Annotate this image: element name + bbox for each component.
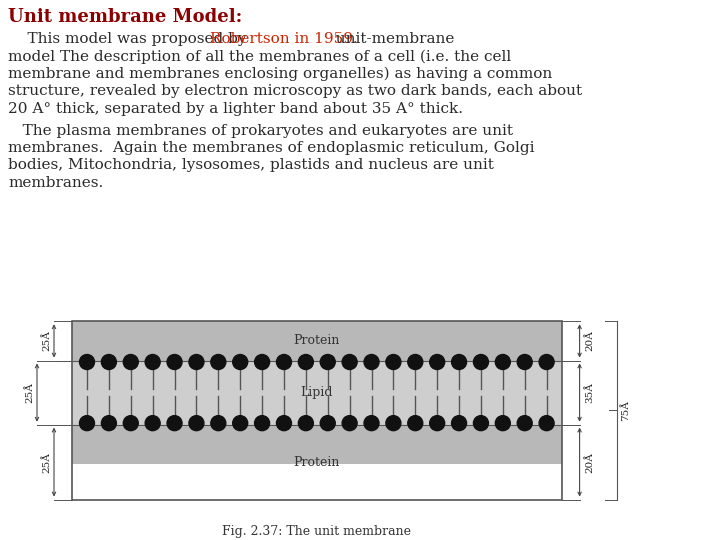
- Text: bodies, Mitochondria, lysosomes, plastids and nucleus are unit: bodies, Mitochondria, lysosomes, plastid…: [8, 159, 494, 172]
- Circle shape: [364, 416, 379, 431]
- Circle shape: [495, 354, 510, 369]
- Circle shape: [451, 354, 467, 369]
- Bar: [72, 424, 562, 464]
- Circle shape: [342, 354, 357, 369]
- Circle shape: [364, 354, 379, 369]
- Text: model The description of all the membranes of a cell (i.e. the cell: model The description of all the membran…: [8, 50, 511, 64]
- Circle shape: [145, 416, 160, 431]
- Text: 25Å: 25Å: [42, 451, 52, 472]
- Text: 25Å: 25Å: [42, 330, 52, 352]
- Circle shape: [517, 416, 532, 431]
- Text: This model was proposed by: This model was proposed by: [8, 32, 251, 46]
- Circle shape: [342, 416, 357, 431]
- Circle shape: [79, 354, 94, 369]
- Text: Lipid: Lipid: [300, 386, 333, 399]
- Circle shape: [320, 416, 336, 431]
- Text: membrane and membranes enclosing organelles) as having a common: membrane and membranes enclosing organel…: [8, 67, 552, 82]
- Circle shape: [123, 354, 138, 369]
- Circle shape: [102, 416, 117, 431]
- Circle shape: [167, 416, 182, 431]
- Circle shape: [102, 354, 117, 369]
- Circle shape: [539, 416, 554, 431]
- Circle shape: [233, 416, 248, 431]
- Circle shape: [233, 354, 248, 369]
- Text: Fig. 2.37: The unit membrane: Fig. 2.37: The unit membrane: [222, 524, 411, 537]
- Text: Unit membrane Model:: Unit membrane Model:: [8, 8, 242, 26]
- Text: 25Å: 25Å: [25, 382, 35, 403]
- Text: 20 A° thick, separated by a lighter band about 35 A° thick.: 20 A° thick, separated by a lighter band…: [8, 102, 463, 116]
- Text: 75Å: 75Å: [621, 400, 631, 421]
- Circle shape: [474, 354, 488, 369]
- Circle shape: [430, 354, 445, 369]
- Text: structure, revealed by electron microscopy as two dark bands, each about: structure, revealed by electron microsco…: [8, 84, 582, 98]
- Bar: [72, 361, 562, 424]
- Circle shape: [539, 354, 554, 369]
- Circle shape: [255, 416, 269, 431]
- Circle shape: [495, 416, 510, 431]
- Text: 20Å: 20Å: [585, 330, 595, 352]
- Circle shape: [189, 354, 204, 369]
- Circle shape: [211, 354, 226, 369]
- Circle shape: [320, 354, 336, 369]
- Circle shape: [276, 416, 292, 431]
- Circle shape: [298, 416, 313, 431]
- Circle shape: [145, 354, 160, 369]
- Text: membranes.: membranes.: [8, 176, 103, 190]
- Text: Protein: Protein: [294, 456, 340, 469]
- Text: The plasma membranes of prokaryotes and eukaryotes are unit: The plasma membranes of prokaryotes and …: [8, 124, 513, 138]
- Circle shape: [408, 354, 423, 369]
- Circle shape: [189, 416, 204, 431]
- Circle shape: [211, 416, 226, 431]
- Circle shape: [79, 416, 94, 431]
- Text: unit-membrane: unit-membrane: [326, 32, 455, 46]
- Circle shape: [517, 354, 532, 369]
- Text: 35Å: 35Å: [585, 382, 595, 403]
- Circle shape: [298, 354, 313, 369]
- Circle shape: [474, 416, 488, 431]
- Circle shape: [451, 416, 467, 431]
- Bar: [72, 321, 562, 361]
- Circle shape: [167, 354, 182, 369]
- Circle shape: [123, 416, 138, 431]
- Text: 20Å: 20Å: [585, 451, 595, 472]
- Text: membranes.  Again the membranes of endoplasmic reticulum, Golgi: membranes. Again the membranes of endopl…: [8, 141, 534, 155]
- Text: Robertson in 1959.: Robertson in 1959.: [210, 32, 357, 46]
- Circle shape: [386, 416, 401, 431]
- Bar: [72, 321, 562, 500]
- Circle shape: [430, 416, 445, 431]
- Circle shape: [255, 354, 269, 369]
- Circle shape: [408, 416, 423, 431]
- Circle shape: [276, 354, 292, 369]
- Text: Protein: Protein: [294, 334, 340, 347]
- Circle shape: [386, 354, 401, 369]
